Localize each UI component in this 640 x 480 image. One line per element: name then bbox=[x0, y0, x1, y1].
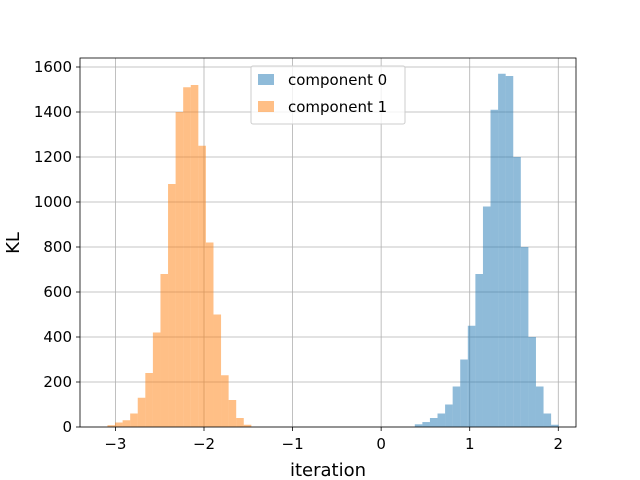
histogram-bar-component-0 bbox=[513, 157, 521, 427]
histogram-bar-component-1 bbox=[130, 413, 138, 427]
x-tick-label: 2 bbox=[554, 435, 564, 453]
histogram-bar-component-1 bbox=[228, 400, 237, 427]
histogram-bar-component-0 bbox=[520, 247, 529, 427]
legend-swatch-component-1 bbox=[258, 101, 274, 112]
x-tick-label: −2 bbox=[193, 435, 215, 453]
histogram-bar-component-1 bbox=[160, 274, 169, 427]
histogram-bar-component-1 bbox=[175, 112, 184, 427]
histogram-bar-component-0 bbox=[437, 413, 446, 427]
histogram-bar-component-0 bbox=[467, 325, 476, 427]
histogram-bar-component-0 bbox=[445, 404, 453, 427]
histogram-bar-component-1 bbox=[168, 184, 176, 427]
x-tick-label: 1 bbox=[465, 435, 475, 453]
y-tick-label: 1000 bbox=[34, 193, 72, 211]
histogram-bar-component-1 bbox=[145, 373, 153, 427]
histogram-bar-component-0 bbox=[414, 424, 423, 427]
histogram-bar-component-0 bbox=[475, 274, 483, 427]
histogram-bars bbox=[107, 73, 559, 427]
histogram-bar-component-1 bbox=[183, 87, 191, 427]
histogram-bar-component-1 bbox=[152, 332, 161, 427]
y-tick-label: 0 bbox=[62, 418, 72, 436]
y-tick-label: 600 bbox=[43, 283, 72, 301]
y-tick-label: 1400 bbox=[34, 103, 72, 121]
legend-swatch-component-0 bbox=[258, 74, 274, 85]
histogram-bar-component-1 bbox=[107, 425, 116, 427]
histogram-bar-component-0 bbox=[505, 76, 514, 427]
y-tick-label: 1200 bbox=[34, 148, 72, 166]
histogram-bar-component-1 bbox=[221, 375, 229, 427]
histogram-bar-component-0 bbox=[551, 424, 559, 427]
y-tick-label: 1600 bbox=[34, 58, 72, 76]
histogram-bar-component-0 bbox=[429, 418, 438, 427]
histogram-bar-component-1 bbox=[236, 418, 244, 427]
histogram-bar-component-0 bbox=[490, 109, 499, 427]
plot-frame bbox=[79, 57, 577, 428]
histogram-bar-component-1 bbox=[198, 145, 206, 427]
histogram-bar-component-1 bbox=[137, 397, 146, 427]
histogram-bar-component-0 bbox=[543, 413, 552, 427]
histogram-bar-component-0 bbox=[528, 337, 536, 427]
x-tick-label: 0 bbox=[376, 435, 386, 453]
histogram-bar-component-1 bbox=[213, 314, 222, 427]
histogram-bar-component-1 bbox=[115, 422, 123, 427]
x-tick-label: −1 bbox=[282, 435, 304, 453]
histogram-bar-component-0 bbox=[422, 422, 430, 427]
y-tick-label: 200 bbox=[43, 373, 72, 391]
y-axis-label: KL bbox=[3, 232, 24, 254]
histogram-bar-component-0 bbox=[452, 386, 461, 427]
axis-ticks: −3 −2 −1 0 1 2 0 200 400 600 800 1000 1200 1400 1600 bbox=[34, 58, 563, 453]
y-tick-label: 400 bbox=[43, 328, 72, 346]
x-tick-label: −3 bbox=[104, 435, 126, 453]
histogram-bar-component-0 bbox=[482, 206, 491, 427]
histogram-bar-component-0 bbox=[460, 359, 468, 427]
histogram-bar-component-1 bbox=[122, 420, 131, 427]
histogram-bar-component-1 bbox=[243, 424, 252, 427]
legend-box bbox=[250, 65, 406, 125]
histogram-bar-component-0 bbox=[498, 73, 506, 427]
histogram-bar-component-1 bbox=[205, 242, 214, 427]
legend-label-component-0: component 0 bbox=[288, 71, 387, 89]
x-axis-label: iteration bbox=[290, 460, 366, 480]
legend: component 0 component 1 bbox=[250, 65, 406, 125]
histogram-bar-component-1 bbox=[190, 85, 199, 427]
y-tick-label: 800 bbox=[43, 238, 72, 256]
legend-label-component-1: component 1 bbox=[288, 98, 387, 116]
histogram-bar-component-0 bbox=[535, 386, 544, 427]
